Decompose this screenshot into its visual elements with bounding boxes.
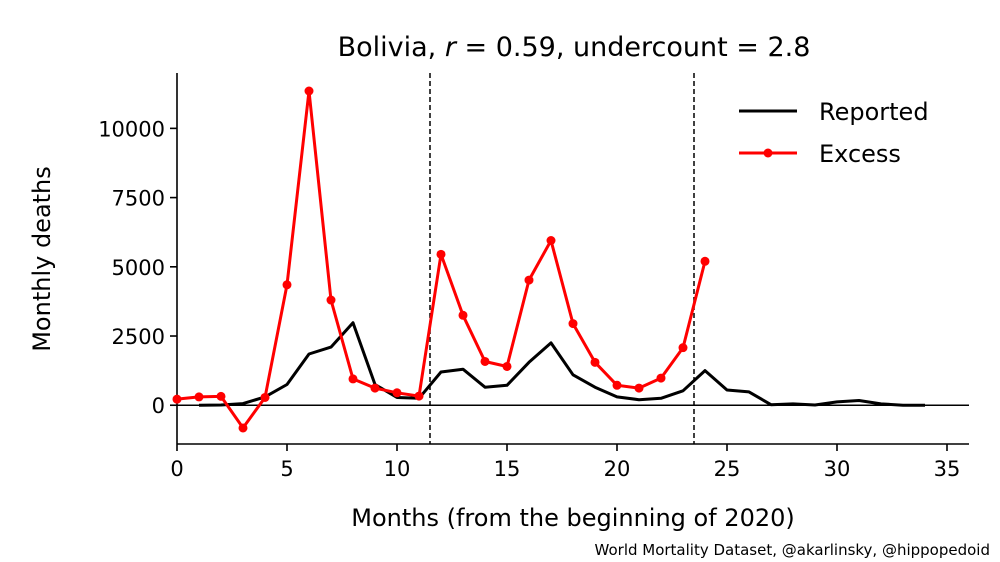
data-point-excess	[678, 343, 688, 353]
data-point-excess	[304, 86, 314, 96]
x-tick-label: 35	[934, 457, 961, 481]
data-point-excess	[194, 392, 204, 402]
y-tick-label: 7500	[112, 187, 165, 211]
series-layer	[172, 86, 925, 433]
data-point-excess	[634, 383, 644, 393]
data-point-excess	[656, 373, 666, 383]
data-point-excess	[414, 391, 424, 401]
reference-lines	[177, 73, 969, 444]
y-tick-label: 5000	[112, 256, 165, 280]
source-credit: World Mortality Dataset, @akarlinsky, @h…	[595, 541, 990, 559]
data-point-excess	[238, 423, 248, 433]
data-point-excess	[546, 236, 556, 246]
x-axis-ticks: 0 5 10 15 20 25 30 35	[170, 444, 960, 481]
data-point-excess	[700, 256, 710, 266]
data-point-excess	[392, 388, 402, 398]
data-point-excess	[282, 280, 292, 290]
y-axis-ticks: 0 2500 5000 7500 10000	[98, 117, 177, 418]
data-point-excess	[370, 383, 380, 393]
x-tick-label: 0	[170, 457, 183, 481]
data-point-excess	[502, 361, 512, 371]
data-point-excess	[216, 391, 226, 401]
x-tick-label: 25	[714, 457, 741, 481]
data-point-excess	[172, 394, 182, 404]
y-tick-label: 10000	[98, 117, 165, 141]
data-point-excess	[612, 380, 622, 390]
chart-title-r: r	[445, 32, 458, 63]
chart-title-country: Bolivia,	[338, 32, 445, 63]
data-point-excess	[436, 249, 446, 259]
x-tick-label: 15	[494, 457, 521, 481]
data-point-excess	[480, 356, 490, 366]
data-point-excess	[458, 310, 468, 320]
x-tick-label: 5	[280, 457, 293, 481]
data-point-excess	[326, 295, 336, 305]
x-tick-label: 30	[824, 457, 851, 481]
x-axis-label: Months (from the beginning of 2020)	[351, 504, 794, 532]
data-point-excess	[524, 275, 534, 285]
legend: Reported Excess	[739, 98, 929, 168]
y-axis-label: Monthly deaths	[28, 166, 56, 352]
chart-title: Bolivia, r = 0.59, undercount = 2.8	[338, 32, 811, 63]
data-point-excess	[590, 357, 600, 367]
axes	[176, 73, 969, 445]
y-tick-label: 0	[152, 394, 165, 418]
data-point-excess	[348, 374, 358, 384]
chart-title-stats: = 0.59, undercount = 2.8	[456, 32, 810, 63]
y-tick-label: 2500	[112, 325, 165, 349]
x-tick-label: 10	[384, 457, 411, 481]
legend-marker-excess	[763, 148, 773, 158]
series-line-excess	[176, 89, 707, 430]
legend-label-excess: Excess	[819, 140, 901, 168]
x-tick-label: 20	[604, 457, 631, 481]
data-point-excess	[260, 392, 270, 402]
legend-label-reported: Reported	[819, 98, 929, 126]
series-line-reported	[198, 321, 925, 407]
data-point-excess	[568, 319, 578, 329]
